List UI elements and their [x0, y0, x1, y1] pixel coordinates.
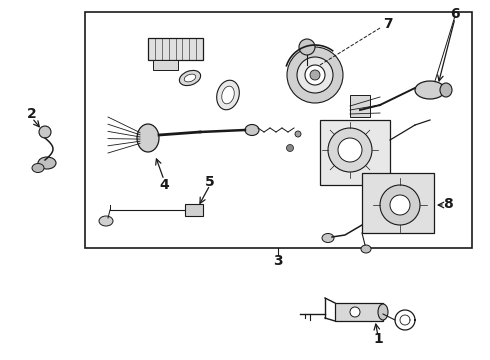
Ellipse shape — [415, 81, 445, 99]
Circle shape — [350, 307, 360, 317]
Text: 5: 5 — [205, 175, 215, 189]
Text: 7: 7 — [383, 17, 393, 31]
Circle shape — [380, 185, 420, 225]
Text: 6: 6 — [450, 7, 460, 21]
Text: 1: 1 — [373, 332, 383, 346]
Ellipse shape — [179, 71, 200, 86]
Circle shape — [310, 70, 320, 80]
Bar — [350, 95, 370, 117]
Circle shape — [287, 144, 294, 152]
Bar — [320, 120, 390, 185]
Ellipse shape — [361, 245, 371, 253]
Circle shape — [299, 39, 315, 55]
Ellipse shape — [222, 86, 234, 104]
Bar — [335, 303, 383, 321]
Circle shape — [295, 131, 301, 137]
Ellipse shape — [137, 124, 159, 152]
Bar — [185, 204, 203, 216]
Ellipse shape — [32, 163, 44, 172]
Bar — [362, 173, 434, 233]
Ellipse shape — [217, 80, 239, 110]
Circle shape — [297, 57, 333, 93]
Ellipse shape — [99, 216, 113, 226]
Text: 8: 8 — [443, 197, 453, 211]
Circle shape — [328, 128, 372, 172]
Ellipse shape — [245, 125, 259, 135]
Bar — [85, 12, 472, 248]
Circle shape — [390, 195, 410, 215]
Text: 3: 3 — [273, 254, 283, 268]
Text: 2: 2 — [27, 107, 37, 121]
Text: 4: 4 — [159, 178, 169, 192]
Circle shape — [287, 47, 343, 103]
Bar — [148, 38, 203, 60]
Circle shape — [305, 65, 325, 85]
Circle shape — [338, 138, 362, 162]
Ellipse shape — [378, 304, 388, 320]
Ellipse shape — [38, 157, 56, 169]
Circle shape — [39, 126, 51, 138]
Ellipse shape — [440, 83, 452, 97]
Bar — [153, 60, 178, 70]
Ellipse shape — [322, 234, 334, 243]
Ellipse shape — [184, 74, 196, 82]
